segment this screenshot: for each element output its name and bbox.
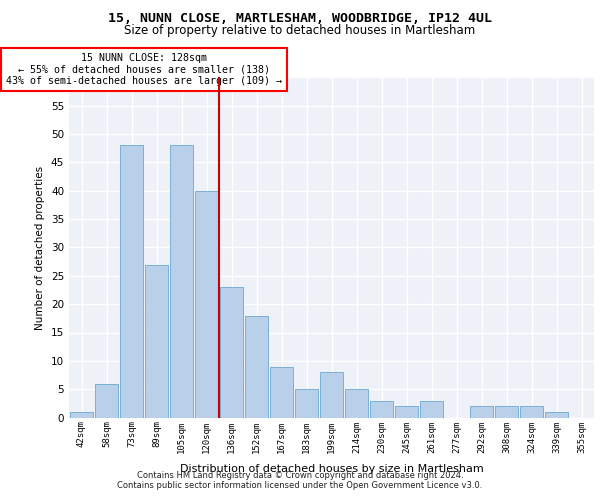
X-axis label: Distribution of detached houses by size in Martlesham: Distribution of detached houses by size … [179,464,484,473]
Bar [170,146,193,418]
Bar [345,389,368,418]
Bar [420,400,443,417]
Text: Contains public sector information licensed under the Open Government Licence v3: Contains public sector information licen… [118,481,482,490]
Bar [545,412,568,418]
Text: Contains HM Land Registry data © Crown copyright and database right 2024.: Contains HM Land Registry data © Crown c… [137,471,463,480]
Bar [145,264,168,418]
Bar [95,384,118,418]
Bar [195,191,218,418]
Text: 15, NUNN CLOSE, MARTLESHAM, WOODBRIDGE, IP12 4UL: 15, NUNN CLOSE, MARTLESHAM, WOODBRIDGE, … [108,12,492,26]
Bar [270,366,293,418]
Bar [70,412,93,418]
Bar [245,316,268,418]
Text: 15 NUNN CLOSE: 128sqm
← 55% of detached houses are smaller (138)
43% of semi-det: 15 NUNN CLOSE: 128sqm ← 55% of detached … [6,53,282,86]
Y-axis label: Number of detached properties: Number of detached properties [35,166,46,330]
Bar [295,389,318,418]
Bar [470,406,493,417]
Bar [520,406,543,417]
Bar [220,287,243,418]
Bar [120,146,143,418]
Text: Size of property relative to detached houses in Martlesham: Size of property relative to detached ho… [124,24,476,37]
Bar [320,372,343,418]
Bar [370,400,393,417]
Bar [495,406,518,417]
Bar [395,406,418,417]
